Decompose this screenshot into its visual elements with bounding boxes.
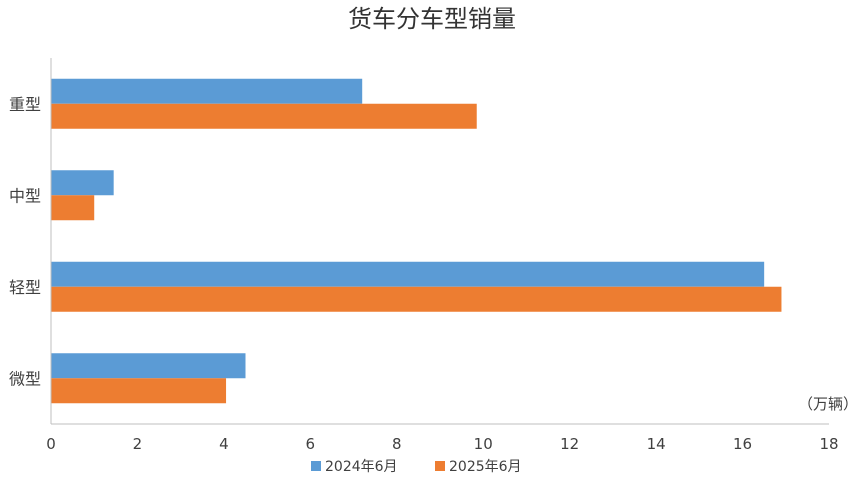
- bar-轻型-2025年6月: [51, 286, 782, 312]
- bar-微型-2025年6月: [51, 378, 227, 404]
- x-tick-label-10: 10: [474, 435, 493, 453]
- x-tick-label-6: 6: [306, 435, 316, 453]
- bar-中型-2024年6月: [51, 170, 114, 196]
- bar-轻型-2024年6月: [51, 261, 765, 287]
- bar-中型-2025年6月: [51, 195, 95, 221]
- legend-label-2025年6月: 2025年6月: [449, 459, 522, 475]
- legend-swatch-2025年6月: [435, 461, 445, 471]
- chart-title: 货车分车型销量: [348, 5, 516, 33]
- bar-微型-2024年6月: [51, 353, 246, 379]
- category-label-重型: 重型: [9, 95, 41, 114]
- category-label-轻型: 轻型: [9, 278, 41, 297]
- x-tick-labels: 0 2 4 6 8 10 12 14 16 18: [46, 435, 838, 453]
- x-tick-label-14: 14: [647, 435, 666, 453]
- x-tick-label-16: 16: [733, 435, 752, 453]
- bar-重型-2025年6月: [51, 103, 477, 129]
- x-tick-label-18: 18: [819, 435, 838, 453]
- legend-label-2024年6月: 2024年6月: [325, 459, 398, 475]
- unit-label: （万辆）: [798, 395, 858, 413]
- legend-swatch-2024年6月: [311, 461, 321, 471]
- x-tick-label-2: 2: [133, 435, 143, 453]
- category-label-微型: 微型: [9, 369, 41, 388]
- bars-group: [51, 78, 782, 404]
- x-tick-label-4: 4: [219, 435, 229, 453]
- legend: 2024年6月 2025年6月: [311, 459, 522, 475]
- x-tick-label-12: 12: [560, 435, 579, 453]
- bar-重型-2024年6月: [51, 78, 363, 104]
- category-label-中型: 中型: [9, 186, 41, 205]
- x-tick-label-0: 0: [46, 435, 56, 453]
- x-tick-label-8: 8: [392, 435, 402, 453]
